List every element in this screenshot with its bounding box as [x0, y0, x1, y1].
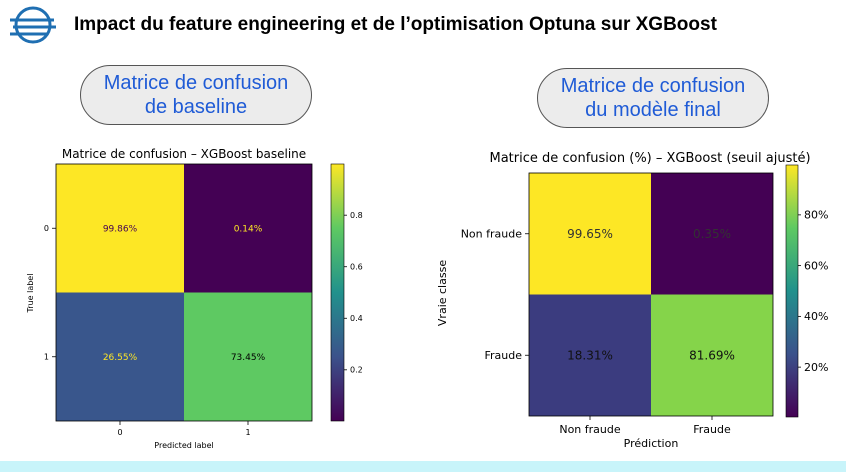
bottom-strip — [0, 461, 846, 472]
cell-value-label: 81.69% — [689, 348, 735, 362]
x-axis-label: Prédiction — [624, 437, 679, 450]
baseline-confusion-matrix-chart: Matrice de confusion – XGBoost baseline … — [26, 147, 363, 450]
heatmap-cell — [651, 294, 773, 416]
cell-value-label: 0.35% — [693, 227, 731, 241]
x-tick-label: 1 — [245, 428, 250, 437]
colorbar-tick-label: 0.6 — [350, 262, 363, 271]
y-tick-label: Non fraude — [461, 227, 523, 240]
baseline-label-line2: de baseline — [144, 96, 248, 118]
heatmap-cell — [529, 294, 651, 416]
colorbar-tick-label: 20% — [804, 361, 828, 374]
cell-value-label: 73.45% — [231, 353, 266, 363]
cell-value-label: 99.65% — [567, 227, 613, 241]
heatmap-cell — [529, 173, 651, 295]
chart-title: Matrice de confusion (%) – XGBoost (seui… — [489, 151, 810, 166]
cell-value-label: 99.86% — [103, 224, 138, 234]
title-bar: Impact du feature engineering et de l’op… — [0, 0, 846, 52]
cell-value-label: 18.31% — [567, 348, 613, 362]
cell-value-label: 0.14% — [234, 224, 263, 234]
x-tick-label: 0 — [117, 428, 122, 437]
heatmap-cell — [184, 164, 312, 293]
heatmap-cell — [56, 164, 184, 293]
chart-title: Matrice de confusion – XGBoost baseline — [62, 147, 306, 161]
y-tick-label: 1 — [44, 352, 49, 361]
y-tick-label: 0 — [44, 224, 49, 233]
slide-title: Impact du feature engineering et de l’op… — [74, 14, 717, 35]
x-tick-label: Non fraude — [559, 423, 621, 436]
colorbar-tick-label: 60% — [804, 259, 828, 272]
colorbar — [330, 163, 345, 422]
final-confusion-matrix-chart: Matrice de confusion (%) – XGBoost (seui… — [436, 151, 828, 450]
heatmap-cell — [184, 292, 312, 421]
x-axis-label: Predicted label — [154, 441, 213, 450]
x-tick-label: Fraude — [693, 423, 731, 436]
colorbar-tick-label: 80% — [804, 209, 828, 222]
final-label-line1: Matrice de confusion — [560, 75, 746, 97]
colorbar-tick-label: 0.8 — [350, 211, 363, 220]
heatmap-cell — [651, 173, 773, 295]
final-model-section-label: Matrice de confusion du modèle final — [537, 68, 769, 128]
baseline-label-line1: Matrice de confusion — [103, 72, 289, 94]
logo-icon — [10, 6, 56, 44]
heatmap-cell — [56, 292, 184, 421]
colorbar-tick-label: 0.4 — [350, 314, 363, 323]
colorbar-tick-label: 40% — [804, 310, 828, 323]
y-axis-label: True label — [26, 274, 35, 314]
y-tick-label: Fraude — [484, 349, 522, 362]
cell-value-label: 26.55% — [103, 353, 138, 363]
final-label-line2: du modèle final — [585, 99, 721, 121]
colorbar-tick-label: 0.2 — [350, 365, 363, 374]
baseline-section-label: Matrice de confusion de baseline — [80, 65, 312, 125]
y-axis-label: Vraie classe — [436, 260, 449, 326]
colorbar — [785, 164, 799, 418]
